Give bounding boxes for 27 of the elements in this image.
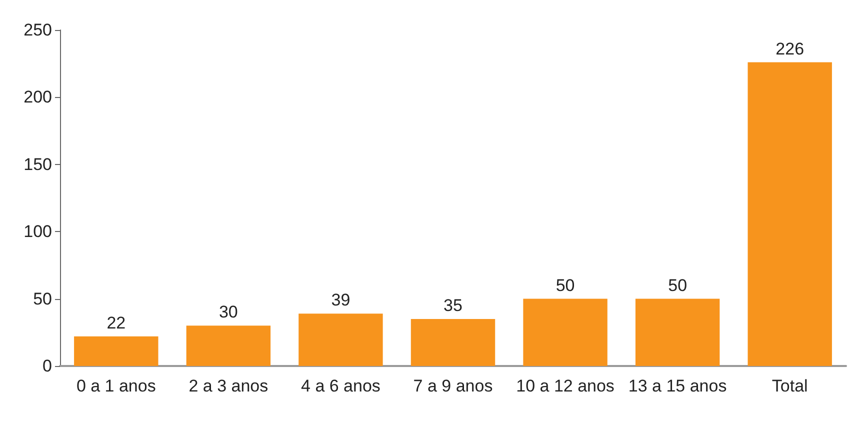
- bar: [523, 298, 608, 366]
- bar: [748, 62, 832, 366]
- data-label: 50: [668, 276, 688, 295]
- y-tick-label: 150: [24, 154, 52, 174]
- x-tick-label: 0 a 1 anos: [76, 376, 156, 396]
- data-label: 39: [331, 290, 350, 310]
- data-label: 226: [776, 39, 804, 58]
- data-label: 35: [444, 296, 462, 315]
- x-tick-label: 4 a 6 anos: [301, 376, 380, 396]
- bar: [410, 318, 496, 366]
- data-label: 30: [218, 302, 238, 322]
- x-tick-label: 7 a 9 anos: [413, 376, 493, 396]
- y-tick-label: 250: [24, 20, 52, 40]
- y-tick-label: 50: [33, 289, 52, 308]
- data-label: 22: [106, 313, 126, 332]
- bar: [74, 336, 158, 366]
- x-tick-label: Total: [772, 376, 808, 396]
- x-tick-label: 13 a 15 anos: [628, 376, 727, 396]
- x-tick-label: 2 a 3 anos: [188, 376, 268, 396]
- bar: [298, 314, 383, 366]
- data-label: 50: [556, 276, 575, 295]
- y-tick-label: 100: [24, 222, 52, 242]
- bar: [635, 298, 720, 366]
- bar: [186, 326, 271, 366]
- y-tick-label: 0: [42, 356, 52, 376]
- y-tick-label: 200: [24, 88, 52, 107]
- x-tick-label: 10 a 12 anos: [516, 376, 614, 396]
